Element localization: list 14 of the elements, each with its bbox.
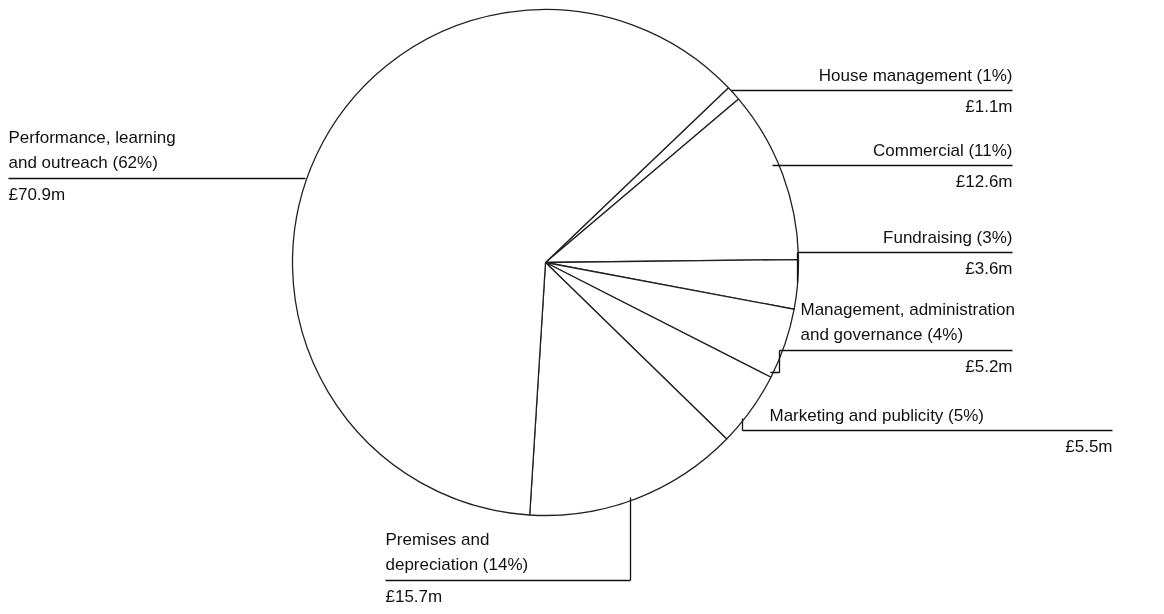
slice-label: Marketing and publicity (5%) (769, 405, 984, 425)
data-label: £3.6m (965, 258, 1013, 278)
data-label: £1.1m (965, 96, 1013, 116)
data-label: £15.7m (385, 586, 443, 606)
data-label: £5.5m (1065, 436, 1113, 456)
slice-label: Management, administration and governance (4%) (800, 299, 1016, 345)
slice-label: House management (1%) (818, 65, 1013, 85)
data-label: £5.2m (965, 356, 1013, 376)
data-label: £12.6m (955, 171, 1013, 191)
slice-label: Fundraising (3%) (883, 227, 1013, 247)
data-label: £70.9m (8, 184, 66, 204)
slice-label: Performance, learning and outreach (62%) (8, 127, 176, 173)
slice-label: Premises and depreciation (14%) (385, 529, 529, 575)
slice-label: Commercial (11%) (873, 140, 1013, 160)
